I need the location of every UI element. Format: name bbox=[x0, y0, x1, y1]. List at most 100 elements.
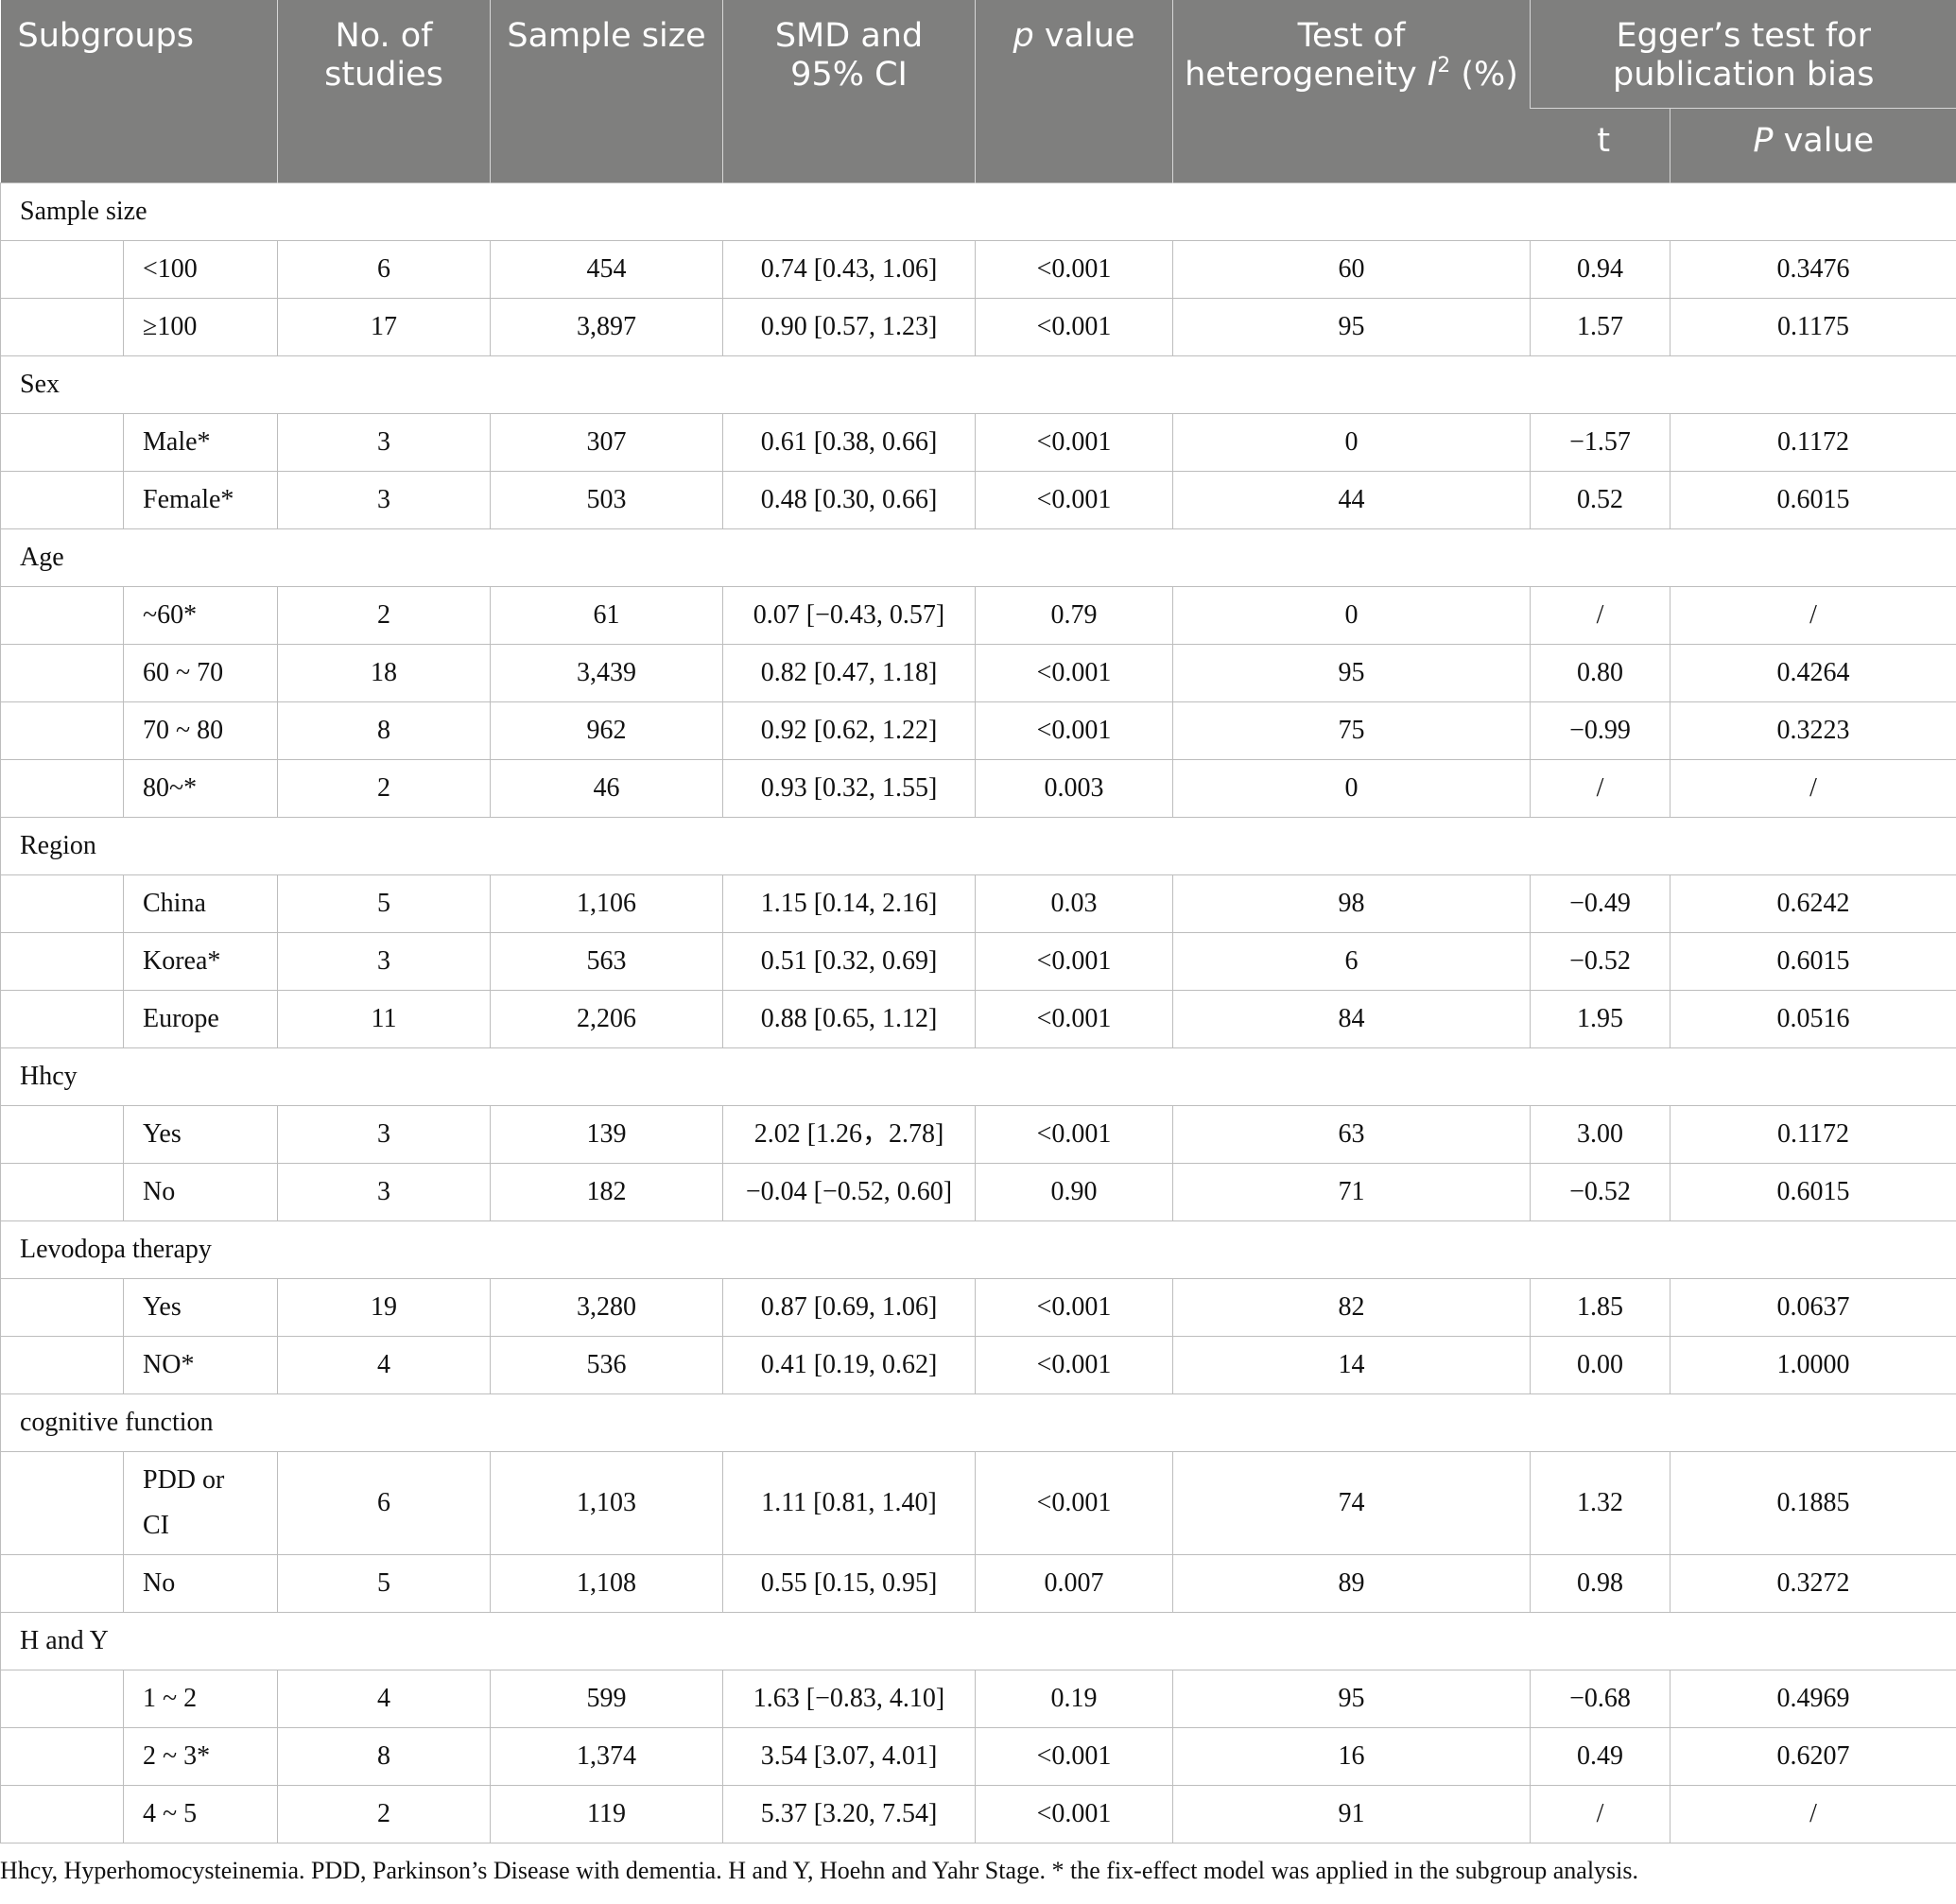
egger-p-value-cell: / bbox=[1670, 586, 1956, 645]
egger-t-cell: −0.52 bbox=[1530, 932, 1671, 991]
subgroup-label: PDD or CI bbox=[122, 1451, 279, 1555]
egger-p-value-cell: 0.1172 bbox=[1670, 413, 1956, 472]
p-value-cell: <0.001 bbox=[975, 701, 1174, 760]
header-egger-p-value: P value bbox=[1670, 108, 1956, 183]
studies-cell: 6 bbox=[277, 240, 492, 299]
heterogeneity-cell: 0 bbox=[1172, 586, 1532, 645]
p-value-cell: <0.001 bbox=[975, 1451, 1174, 1555]
heterogeneity-cell: 44 bbox=[1172, 471, 1532, 529]
header-t: t bbox=[1530, 108, 1670, 183]
smd-ci-cell: 0.82 [0.47, 1.18] bbox=[722, 644, 977, 702]
smd-ci-cell: 0.48 [0.30, 0.66] bbox=[722, 471, 977, 529]
heterogeneity-cell: 95 bbox=[1172, 298, 1532, 356]
group-header-row: Sample size bbox=[0, 182, 1956, 241]
group-header-row: Sex bbox=[0, 355, 1956, 414]
indent-cell bbox=[0, 990, 124, 1048]
egger-p-value-cell: 0.0637 bbox=[1670, 1278, 1956, 1337]
table-row: Europe 11 2,206 0.88 [0.65, 1.12] <0.001 84 1.… bbox=[0, 990, 1956, 1048]
egger-p-value-cell: / bbox=[1670, 759, 1956, 818]
table-row: ~60* 2 61 0.07 [−0.43, 0.57] 0.79 0// bbox=[0, 586, 1956, 645]
table-row: 2 ~ 3* 8 1,374 3.54 [3.07, 4.01] <0.001 16 0.4… bbox=[0, 1727, 1956, 1786]
egger-t-cell: 3.00 bbox=[1530, 1105, 1671, 1164]
p-value-cell: <0.001 bbox=[975, 1278, 1174, 1337]
sample-size-cell: 182 bbox=[490, 1163, 724, 1221]
subgroup-label: 4 ~ 5 bbox=[122, 1785, 279, 1843]
egger-t-cell: −0.99 bbox=[1530, 701, 1671, 760]
indent-cell bbox=[0, 701, 124, 760]
subgroup-label: 70 ~ 80 bbox=[122, 701, 279, 760]
smd-ci-cell: 0.55 [0.15, 0.95] bbox=[722, 1554, 977, 1613]
sample-size-cell: 3,897 bbox=[490, 298, 724, 356]
smd-ci-cell: 2.02 [1.26，2.78] bbox=[722, 1105, 977, 1164]
studies-cell: 8 bbox=[277, 701, 492, 760]
p-value-cell: <0.001 bbox=[975, 1105, 1174, 1164]
indent-cell bbox=[0, 1278, 124, 1337]
subgroup-label: Yes bbox=[122, 1278, 279, 1337]
studies-cell: 17 bbox=[277, 298, 492, 356]
egger-t-cell: / bbox=[1530, 586, 1671, 645]
subgroup-label: 80~* bbox=[122, 759, 279, 818]
table-footnote: Hhcy, Hyperhomocysteinemia. PDD, Parkins… bbox=[0, 1857, 1638, 1884]
sample-size-cell: 563 bbox=[490, 932, 724, 991]
indent-cell bbox=[0, 1727, 124, 1786]
smd-ci-cell: 1.15 [0.14, 2.16] bbox=[722, 874, 977, 933]
sample-size-cell: 1,103 bbox=[490, 1451, 724, 1555]
egger-p-value-cell: 0.6015 bbox=[1670, 1163, 1956, 1221]
table-row: China 5 1,106 1.15 [0.14, 2.16] 0.03 98 −0.49 0… bbox=[0, 874, 1956, 933]
studies-cell: 4 bbox=[277, 1336, 492, 1394]
heterogeneity-cell: 16 bbox=[1172, 1727, 1532, 1786]
header-no-of-studies: No. of studies bbox=[277, 0, 491, 183]
group-header-row: Hhcy bbox=[0, 1047, 1956, 1106]
group-header-row: Region bbox=[0, 817, 1956, 875]
group-header-row: Age bbox=[0, 528, 1956, 587]
egger-p-value-cell: 0.0516 bbox=[1670, 990, 1956, 1048]
smd-ci-cell: 0.51 [0.32, 0.69] bbox=[722, 932, 977, 991]
sample-size-cell: 536 bbox=[490, 1336, 724, 1394]
egger-p-value-cell: 0.1172 bbox=[1670, 1105, 1956, 1164]
indent-cell bbox=[0, 1554, 124, 1613]
egger-p-value-cell: 0.6207 bbox=[1670, 1727, 1956, 1786]
header-smd-ci: SMD and 95% CI bbox=[722, 0, 976, 183]
indent-cell bbox=[0, 586, 124, 645]
p-value-cell: 0.90 bbox=[975, 1163, 1174, 1221]
egger-t-cell: −0.68 bbox=[1530, 1670, 1671, 1728]
studies-cell: 3 bbox=[277, 1163, 492, 1221]
studies-cell: 6 bbox=[277, 1451, 492, 1555]
p-value-cell: 0.79 bbox=[975, 586, 1174, 645]
heterogeneity-cell: 0 bbox=[1172, 413, 1532, 472]
studies-cell: 5 bbox=[277, 1554, 492, 1613]
indent-cell bbox=[0, 1670, 124, 1728]
indent-cell bbox=[0, 1105, 124, 1164]
egger-p-value-cell: 0.3476 bbox=[1670, 240, 1956, 299]
group-label: H and Y bbox=[0, 1612, 1956, 1670]
studies-cell: 19 bbox=[277, 1278, 492, 1337]
sample-size-cell: 307 bbox=[490, 413, 724, 472]
egger-t-cell: 1.32 bbox=[1530, 1451, 1671, 1555]
studies-cell: 3 bbox=[277, 932, 492, 991]
sample-size-cell: 1,106 bbox=[490, 874, 724, 933]
heterogeneity-cell: 14 bbox=[1172, 1336, 1532, 1394]
group-label: cognitive function bbox=[0, 1393, 1956, 1452]
p-value-cell: <0.001 bbox=[975, 1336, 1174, 1394]
p-value-cell: <0.001 bbox=[975, 471, 1174, 529]
group-label: Age bbox=[0, 528, 1956, 587]
sample-size-cell: 503 bbox=[490, 471, 724, 529]
heterogeneity-cell: 60 bbox=[1172, 240, 1532, 299]
studies-cell: 11 bbox=[277, 990, 492, 1048]
indent-cell bbox=[0, 240, 124, 299]
heterogeneity-cell: 0 bbox=[1172, 759, 1532, 818]
subgroup-label: Male* bbox=[122, 413, 279, 472]
header-sample-size: Sample size bbox=[490, 0, 723, 183]
table-row: 4 ~ 5 2 119 5.37 [3.20, 7.54] <0.001 91// bbox=[0, 1785, 1956, 1843]
subgroup-label: 1 ~ 2 bbox=[122, 1670, 279, 1728]
sample-size-cell: 3,439 bbox=[490, 644, 724, 702]
studies-cell: 18 bbox=[277, 644, 492, 702]
group-header-row: H and Y bbox=[0, 1612, 1956, 1670]
table-row: NO* 4 536 0.41 [0.19, 0.62] <0.001 14 0.00 1.00… bbox=[0, 1336, 1956, 1394]
group-label: Levodopa therapy bbox=[0, 1220, 1956, 1279]
indent-cell bbox=[0, 932, 124, 991]
indent-cell bbox=[0, 644, 124, 702]
subgroup-label: 2 ~ 3* bbox=[122, 1727, 279, 1786]
indent-cell bbox=[0, 874, 124, 933]
egger-p-value-cell: 0.4264 bbox=[1670, 644, 1956, 702]
